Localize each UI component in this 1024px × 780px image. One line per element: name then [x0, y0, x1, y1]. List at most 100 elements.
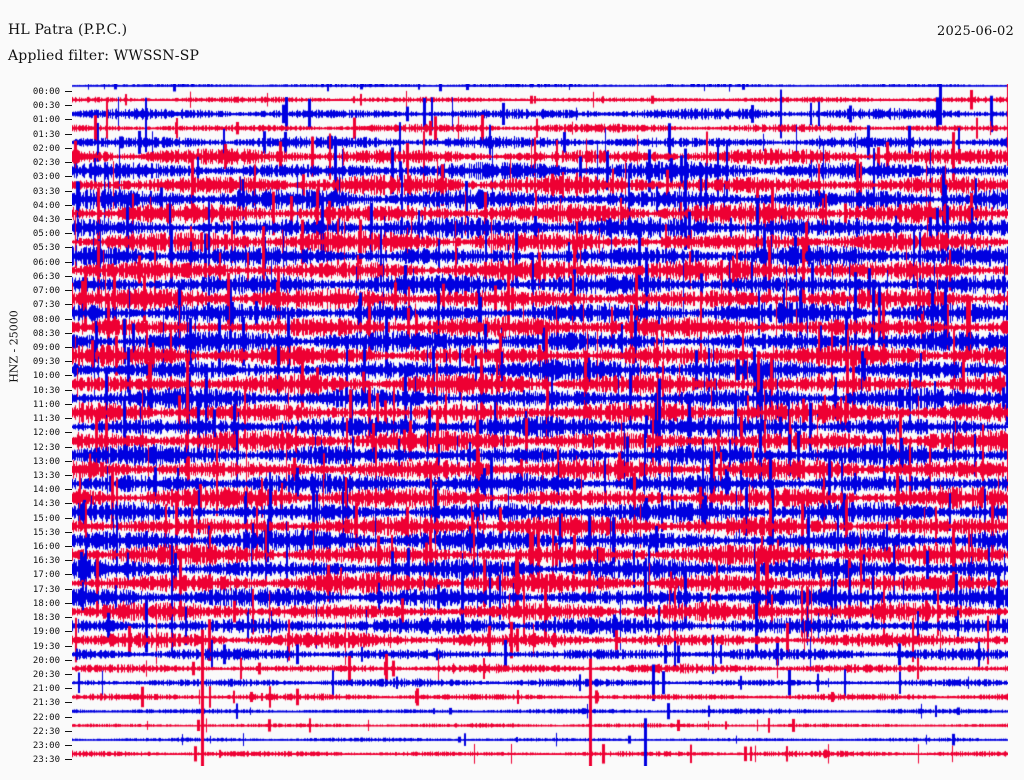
tick-mark: [65, 204, 72, 206]
time-tick: 01:30: [0, 129, 72, 141]
tick-mark: [65, 659, 72, 661]
time-tick: 12:00: [0, 427, 72, 439]
time-tick: 10:30: [0, 385, 72, 397]
tick-mark: [65, 261, 72, 263]
time-tick-label: 12:00: [32, 428, 60, 439]
tick-mark: [65, 602, 72, 604]
time-tick: 15:00: [0, 513, 72, 525]
time-tick-label: 07:00: [32, 286, 60, 297]
time-tick: 09:30: [0, 356, 72, 368]
tick-mark: [65, 617, 72, 619]
tick-mark: [65, 674, 72, 676]
tick-mark: [65, 574, 72, 576]
time-tick: 22:00: [0, 712, 72, 724]
time-tick: 11:00: [0, 399, 72, 411]
time-tick-label: 06:30: [32, 271, 60, 282]
time-tick-label: 09:00: [32, 342, 60, 353]
time-tick: 03:30: [0, 186, 72, 198]
time-tick-label: 16:30: [32, 556, 60, 567]
time-tick-label: 18:30: [32, 613, 60, 624]
time-tick-label: 23:00: [32, 741, 60, 752]
tick-mark: [65, 190, 72, 192]
waveform-canvas: [72, 84, 1008, 766]
time-tick-label: 21:30: [32, 698, 60, 709]
tick-mark: [65, 105, 72, 107]
tick-mark: [65, 474, 72, 476]
time-tick-label: 16:00: [32, 542, 60, 553]
time-tick: 13:30: [0, 470, 72, 482]
time-tick: 13:00: [0, 456, 72, 468]
recording-date: 2025-06-02: [937, 24, 1014, 39]
time-tick: 04:00: [0, 200, 72, 212]
time-tick: 08:30: [0, 328, 72, 340]
tick-mark: [65, 432, 72, 434]
tick-mark: [65, 290, 72, 292]
time-tick-label: 06:00: [32, 257, 60, 268]
time-tick: 02:30: [0, 157, 72, 169]
tick-mark: [65, 119, 72, 121]
tick-mark: [65, 247, 72, 249]
time-tick: 17:00: [0, 569, 72, 581]
tick-mark: [65, 361, 72, 363]
tick-mark: [65, 318, 72, 320]
time-tick: 20:00: [0, 655, 72, 667]
time-tick-label: 15:30: [32, 527, 60, 538]
time-tick: 07:30: [0, 299, 72, 311]
time-tick-label: 20:30: [32, 670, 60, 681]
tick-mark: [65, 233, 72, 235]
time-tick-label: 22:00: [32, 712, 60, 723]
time-tick: 22:30: [0, 726, 72, 738]
tick-mark: [65, 745, 72, 747]
time-tick-label: 17:00: [32, 570, 60, 581]
time-tick: 23:30: [0, 754, 72, 766]
tick-mark: [65, 389, 72, 391]
time-tick: 08:00: [0, 314, 72, 326]
tick-mark: [65, 418, 72, 420]
time-tick-label: 13:30: [32, 470, 60, 481]
tick-mark: [65, 375, 72, 377]
tick-mark: [65, 517, 72, 519]
time-tick-label: 03:30: [32, 186, 60, 197]
tick-mark: [65, 645, 72, 647]
tick-mark: [65, 176, 72, 178]
time-tick-label: 04:00: [32, 200, 60, 211]
time-tick: 12:30: [0, 442, 72, 454]
time-tick: 21:30: [0, 697, 72, 709]
time-tick: 16:00: [0, 541, 72, 553]
time-tick-label: 00:30: [32, 101, 60, 112]
tick-mark: [65, 446, 72, 448]
time-tick-label: 04:30: [32, 214, 60, 225]
time-tick-label: 02:00: [32, 143, 60, 154]
time-tick-label: 05:30: [32, 243, 60, 254]
tick-mark: [65, 147, 72, 149]
page-title: HL Patra (P.P.C.): [8, 22, 128, 38]
time-tick-label: 05:00: [32, 229, 60, 240]
time-tick: 19:00: [0, 626, 72, 638]
time-tick: 18:00: [0, 598, 72, 610]
time-tick: 23:00: [0, 740, 72, 752]
time-tick-label: 23:30: [32, 755, 60, 766]
time-tick: 11:30: [0, 413, 72, 425]
time-tick-label: 11:30: [32, 414, 60, 425]
tick-mark: [65, 531, 72, 533]
time-tick-label: 10:30: [32, 385, 60, 396]
time-tick: 19:30: [0, 641, 72, 653]
tick-mark: [65, 688, 72, 690]
time-tick: 16:30: [0, 555, 72, 567]
tick-mark: [65, 546, 72, 548]
tick-mark: [65, 403, 72, 405]
time-tick: 20:30: [0, 669, 72, 681]
time-tick-label: 20:00: [32, 655, 60, 666]
time-tick-label: 03:00: [32, 172, 60, 183]
time-tick-label: 12:30: [32, 442, 60, 453]
time-tick: 01:00: [0, 114, 72, 126]
tick-mark: [65, 218, 72, 220]
tick-mark: [65, 162, 72, 164]
tick-mark: [65, 759, 72, 761]
time-tick: 18:30: [0, 612, 72, 624]
tick-mark: [65, 275, 72, 277]
time-tick: 02:00: [0, 143, 72, 155]
time-tick-label: 17:30: [32, 584, 60, 595]
time-tick: 00:30: [0, 100, 72, 112]
tick-mark: [65, 332, 72, 334]
